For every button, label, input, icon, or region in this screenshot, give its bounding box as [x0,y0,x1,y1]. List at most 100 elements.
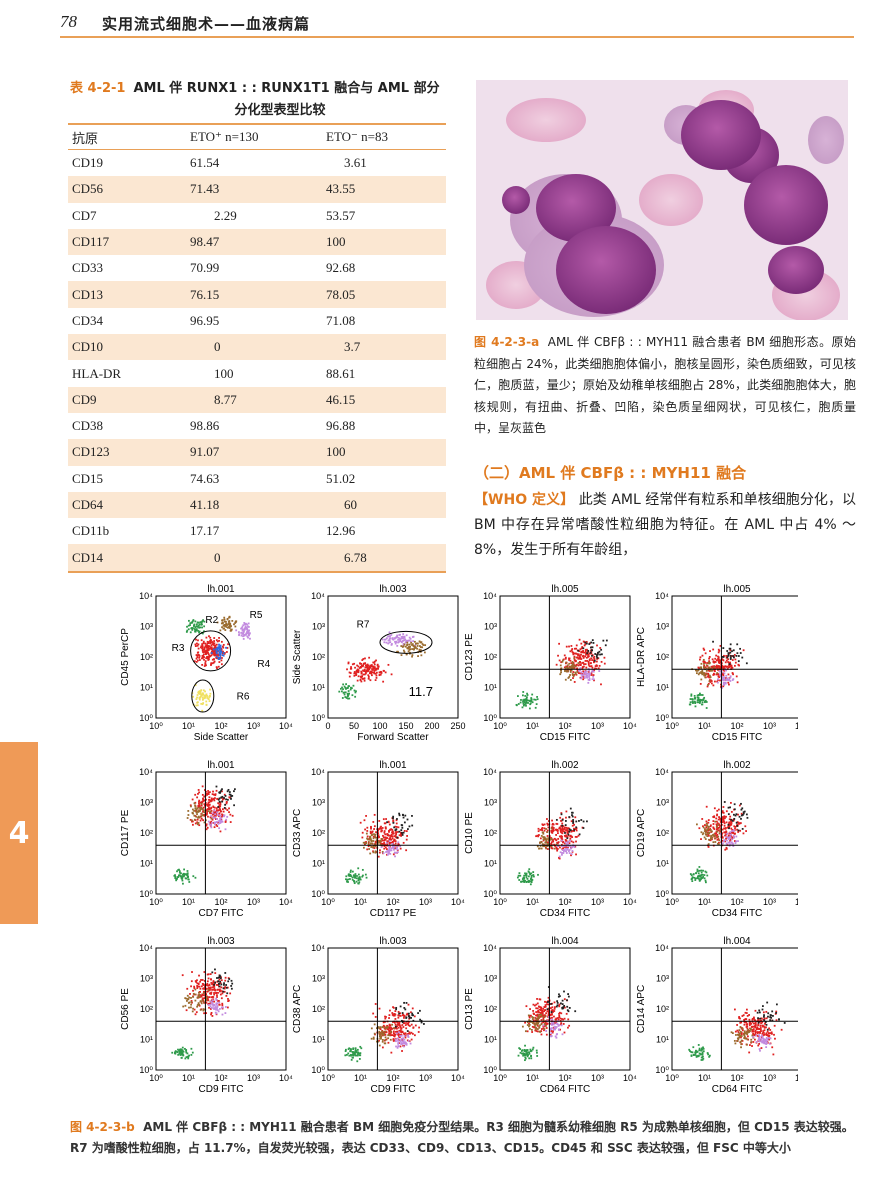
event-dot [191,1051,194,1054]
event-dot [391,846,394,848]
event-dot [391,843,394,845]
event-dot [728,652,731,655]
event-dot [348,675,351,678]
event-dot [211,1000,214,1003]
event-dot [197,692,200,695]
event-dot [198,800,200,803]
event-dot [759,1032,761,1034]
event-dot [736,1040,739,1042]
event-dot [701,833,704,836]
event-dot [352,1051,354,1053]
event-dot [419,1009,421,1012]
event-dot [393,637,396,640]
event-dot [695,672,698,675]
event-dot [209,688,211,691]
event-dot [238,634,240,637]
event-dot [215,984,218,986]
x-tick-label: 10² [558,897,571,907]
plot-title: lh.003 [379,936,407,947]
event-dot [715,817,718,820]
event-dot [745,813,748,816]
event-dot [392,638,395,641]
event-dot [200,804,203,807]
event-dot [701,699,704,701]
x-tick-label: 10³ [763,1073,776,1083]
event-dot [709,828,712,830]
event-dot [556,1033,559,1035]
event-dot [196,701,199,704]
event-dot [727,806,730,809]
event-dot [543,836,546,839]
event-dot [381,839,384,842]
event-dot [201,626,203,629]
event-dot [196,982,199,985]
event-dot [220,1006,223,1009]
event-dot [569,829,572,832]
event-dot [385,1031,388,1034]
event-dot [403,1042,406,1044]
event-dot [573,830,575,832]
event-dot [403,639,405,642]
event-dot [219,805,222,807]
event-dot [528,707,531,710]
event-dot [545,828,547,830]
event-dot [400,1034,403,1037]
event-dot [411,1032,414,1035]
event-dot [762,1011,765,1014]
event-dot [212,988,215,991]
event-dot [358,667,361,669]
event-dot [592,670,595,673]
event-dot [348,685,350,688]
event-dot [577,662,580,664]
event-dot [422,644,425,646]
event-dot [402,831,405,834]
event-dot [577,649,580,652]
event-dot [694,877,697,880]
value-cell: 98.86 [190,418,220,434]
event-dot [744,1032,747,1035]
event-dot [604,644,607,647]
event-dot [389,635,391,638]
event-dot [566,664,569,667]
event-dot [196,987,199,989]
event-dot [564,678,567,681]
event-dot [709,650,711,652]
event-dot [555,818,558,821]
event-dot [717,808,720,811]
event-dot [573,657,576,660]
event-dot [719,829,721,832]
event-dot [603,656,606,659]
event-dot [221,619,224,622]
event-dot [689,701,692,704]
event-dot [218,639,220,642]
event-dot [213,799,216,802]
event-dot [374,840,377,843]
event-dot [363,819,366,822]
event-dot [742,649,745,652]
event-dot [740,1039,743,1042]
event-dot [731,836,734,839]
event-dot [362,658,365,660]
event-dot [414,645,416,648]
event-dot [352,684,355,687]
event-dot [702,825,704,828]
event-dot [206,804,209,807]
event-dot [389,637,392,640]
event-dot [182,1054,185,1057]
event-dot [344,1054,347,1057]
event-dot [217,650,219,653]
event-dot [342,683,345,686]
event-dot [242,631,245,633]
y-tick-label: 10⁰ [311,1065,325,1075]
event-dot [227,626,229,629]
event-dot [691,880,694,883]
event-dot [534,698,537,701]
event-dot [389,834,391,837]
event-dot [209,1002,212,1005]
event-dot [205,798,207,801]
event-dot [389,849,391,852]
event-dot [702,869,704,872]
event-dot [202,987,204,990]
event-dot [224,803,227,806]
